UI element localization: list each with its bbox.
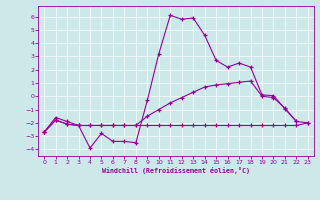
- X-axis label: Windchill (Refroidissement éolien,°C): Windchill (Refroidissement éolien,°C): [102, 167, 250, 174]
